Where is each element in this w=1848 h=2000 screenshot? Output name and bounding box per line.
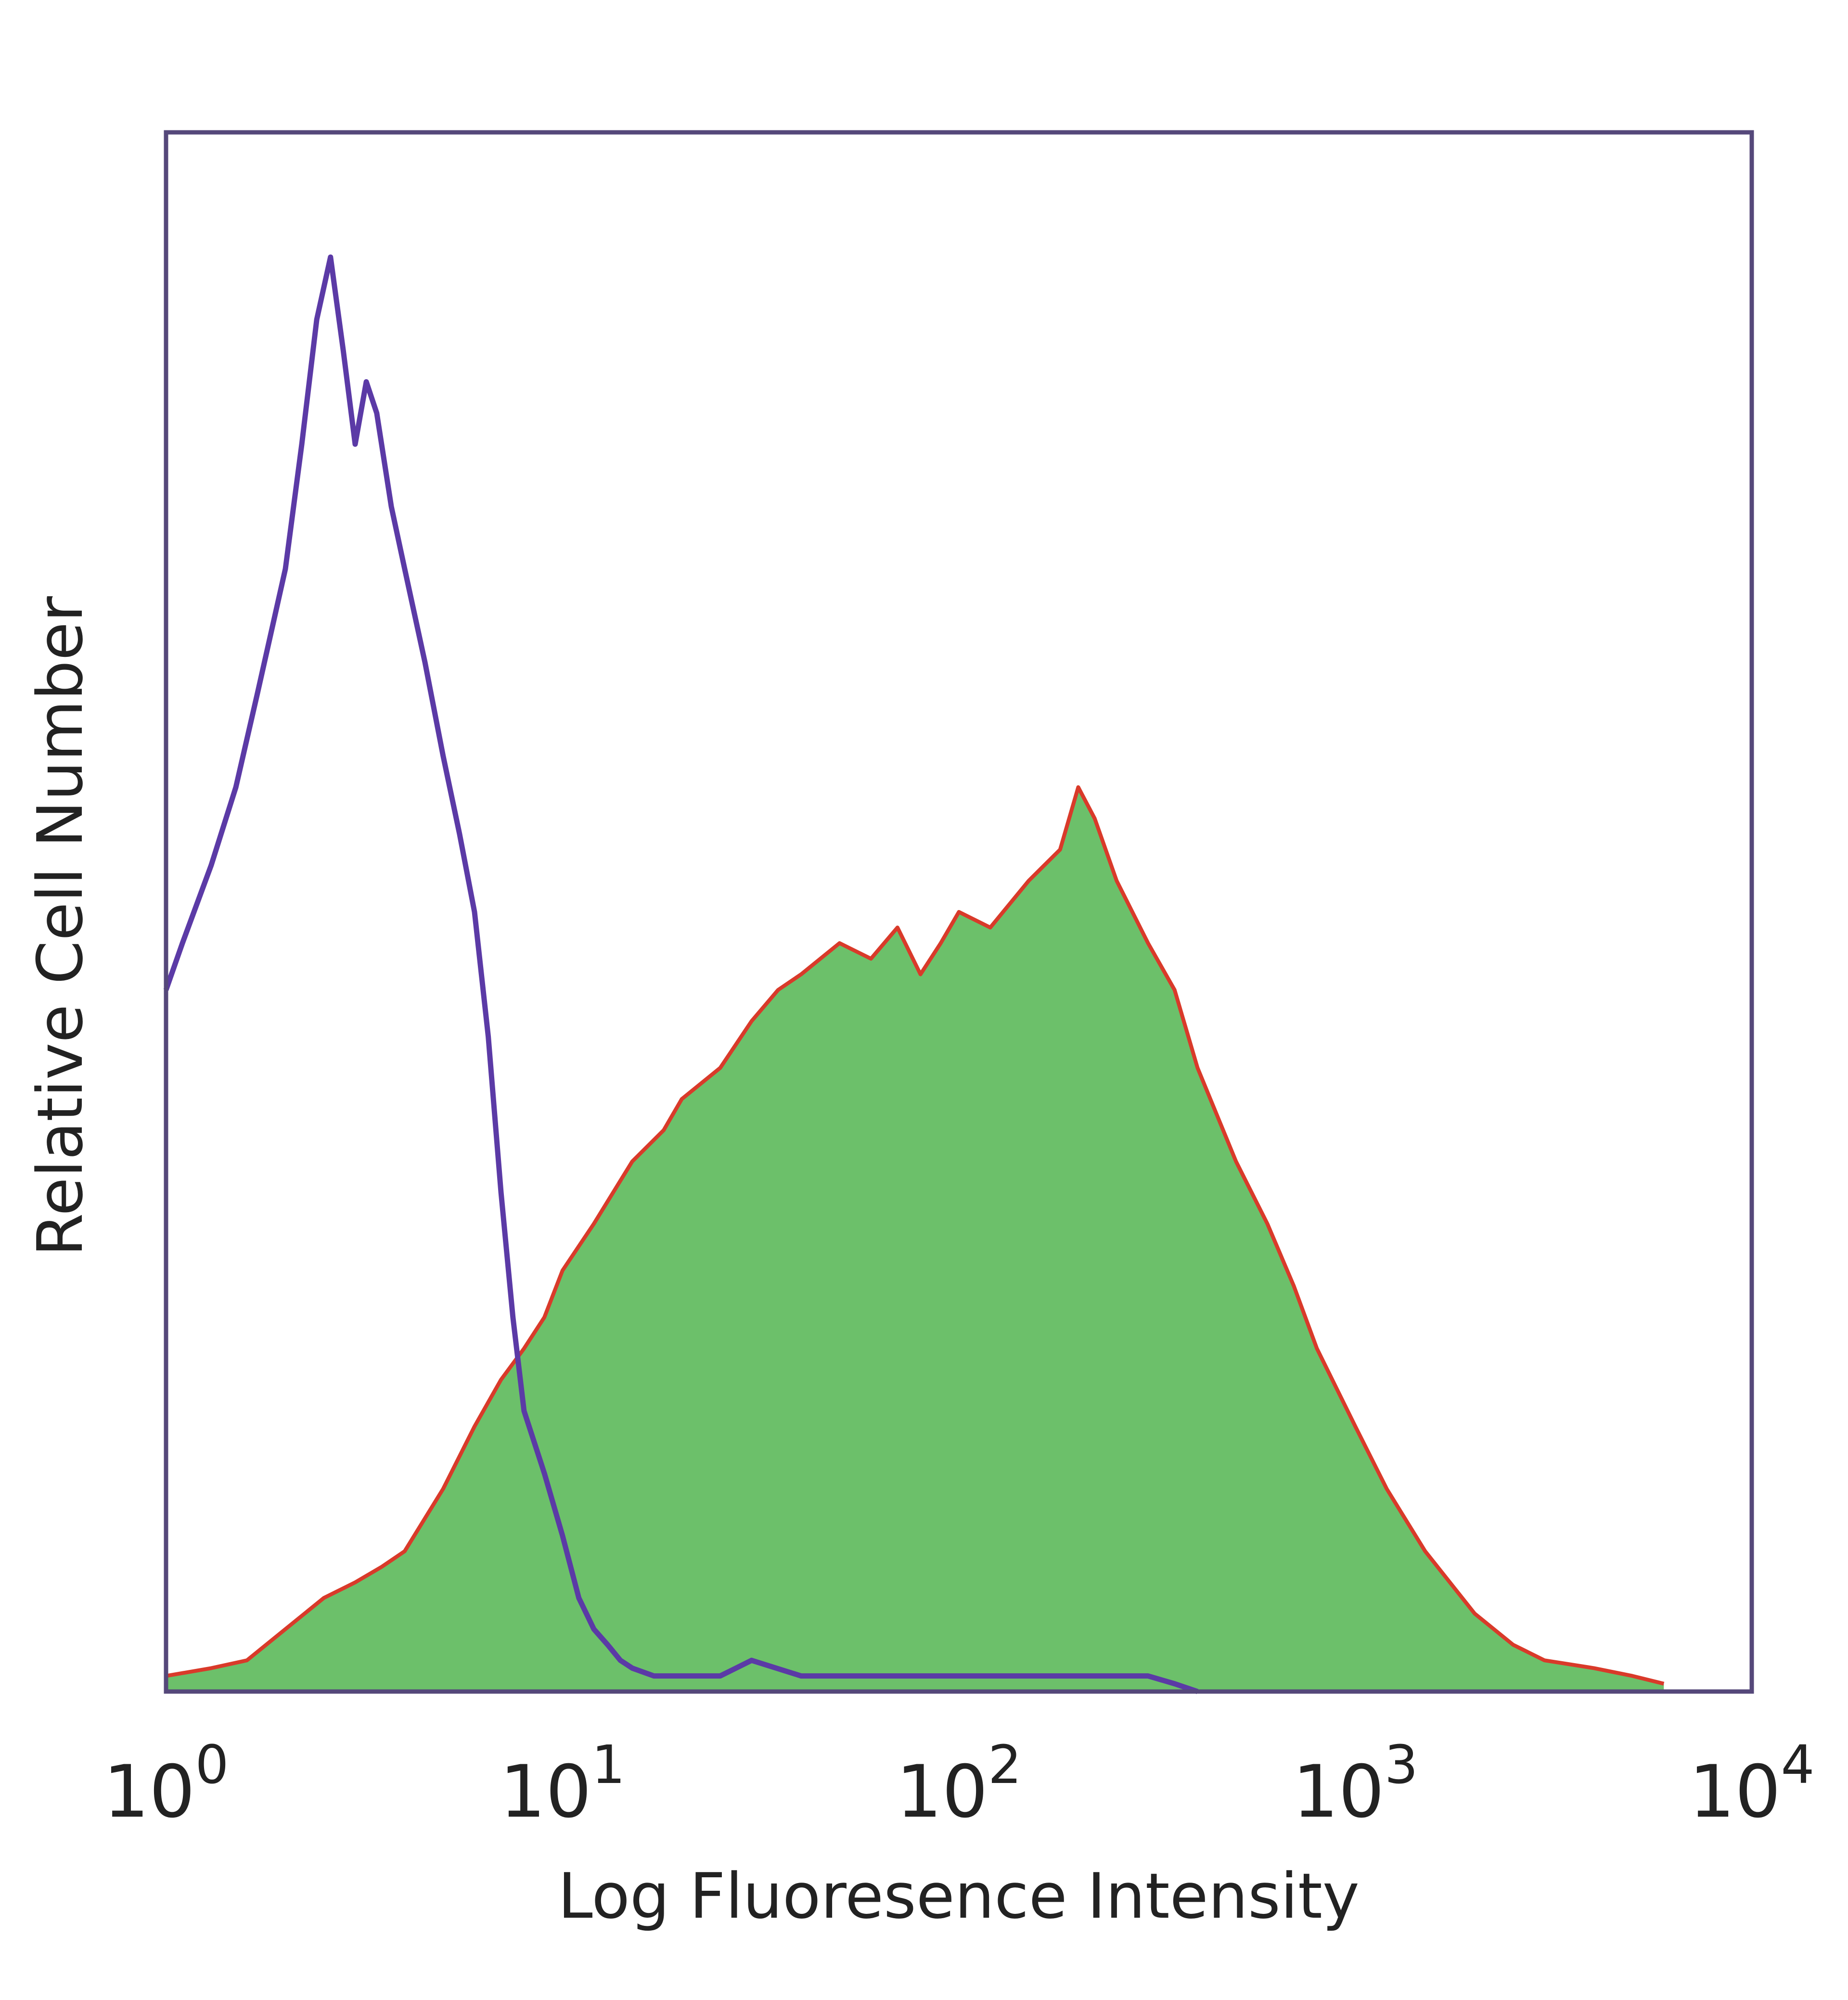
x-tick-label: 102 [896,1734,1022,1834]
plot-frame [164,130,1754,1694]
series-0-area [166,787,1664,1692]
series-1-line [163,254,1199,1694]
x-tick-label: 100 [103,1734,229,1834]
x-tick-label: 101 [500,1734,625,1834]
x-tick-label: 104 [1689,1734,1815,1834]
x-tick-labels: 100 101 102 103 104 [103,1734,1815,1834]
y-axis-label: Relative Cell Number [24,596,97,1256]
series-layer [163,254,1665,1694]
series-0-line [166,785,1665,1686]
x-axis-label: Log Fluoresence Intensity [558,1859,1360,1933]
x-tick-label: 103 [1293,1734,1418,1834]
